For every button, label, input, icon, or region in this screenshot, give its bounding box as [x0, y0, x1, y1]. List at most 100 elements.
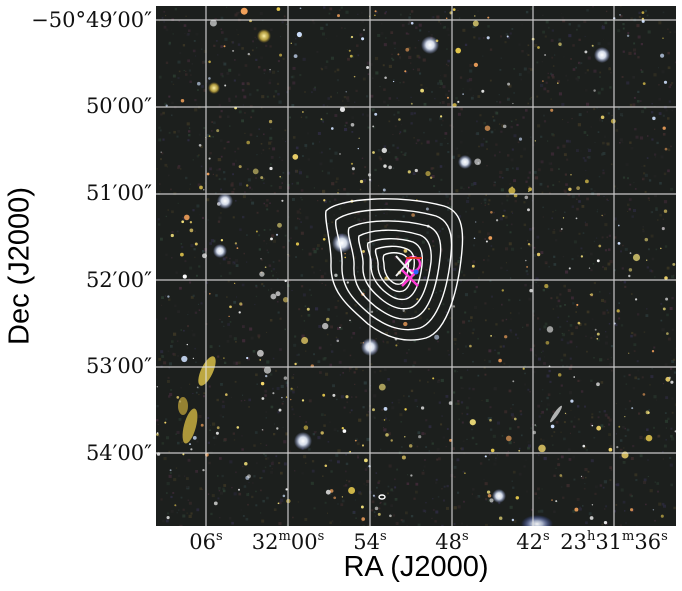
noise-pixel: [158, 75, 162, 79]
noise-pixel: [615, 403, 617, 405]
noise-pixel: [664, 419, 668, 423]
noise-pixel: [564, 173, 567, 176]
noise-pixel: [490, 245, 493, 247]
noise-pixel: [460, 140, 463, 144]
noise-pixel: [383, 88, 386, 91]
noise-pixel: [251, 49, 254, 52]
noise-pixel: [366, 437, 370, 442]
noise-pixel: [266, 496, 269, 500]
noise-pixel: [200, 165, 203, 168]
noise-pixel: [561, 486, 563, 488]
noise-pixel: [280, 176, 283, 180]
noise-pixel: [227, 280, 230, 283]
noise-pixel: [277, 60, 280, 63]
noise-pixel: [510, 120, 513, 123]
noise-pixel: [562, 365, 564, 368]
source-dot: [372, 494, 375, 497]
noise-pixel: [480, 143, 484, 147]
noise-pixel: [485, 399, 489, 402]
noise-pixel: [171, 81, 173, 83]
noise-pixel: [504, 215, 508, 219]
source-dot: [486, 36, 490, 40]
noise-pixel: [547, 403, 550, 407]
noise-pixel: [622, 27, 625, 30]
source-dot: [353, 75, 356, 78]
noise-pixel: [584, 223, 588, 227]
noise-pixel: [598, 118, 603, 122]
noise-pixel: [186, 122, 190, 126]
source-dot: [276, 7, 281, 11]
noise-pixel: [608, 234, 611, 237]
source-dot: [672, 262, 676, 266]
noise-pixel: [564, 211, 566, 214]
noise-pixel: [305, 216, 309, 220]
noise-pixel: [195, 55, 197, 57]
source-dot: [616, 445, 619, 449]
noise-pixel: [545, 20, 549, 24]
noise-pixel: [262, 499, 265, 503]
source-dot: [190, 448, 193, 451]
source-dot: [674, 430, 676, 433]
noise-pixel: [172, 352, 175, 356]
noise-pixel: [636, 24, 640, 28]
noise-pixel: [209, 345, 213, 349]
noise-pixel: [203, 89, 207, 92]
noise-pixel: [501, 319, 504, 322]
noise-pixel: [317, 244, 320, 247]
noise-pixel: [287, 450, 291, 454]
noise-pixel: [580, 247, 583, 250]
noise-pixel: [496, 101, 498, 103]
noise-pixel: [323, 234, 327, 238]
source-dot: [339, 326, 341, 329]
noise-pixel: [454, 343, 457, 345]
noise-pixel: [505, 210, 507, 212]
contour: [347, 220, 442, 320]
noise-pixel: [248, 398, 251, 402]
noise-pixel: [431, 175, 435, 178]
noise-pixel: [662, 218, 664, 220]
noise-pixel: [178, 509, 180, 511]
noise-pixel: [570, 58, 572, 60]
tick-text: 31: [595, 530, 623, 554]
noise-pixel: [279, 348, 282, 351]
noise-pixel: [186, 347, 189, 349]
noise-pixel: [669, 83, 672, 86]
noise-pixel: [551, 435, 553, 437]
source-dot: [301, 399, 305, 402]
noise-pixel: [228, 271, 232, 275]
source-dot: [245, 184, 249, 187]
source-dot: [405, 47, 410, 52]
noise-pixel: [302, 293, 306, 297]
source-dot: [339, 153, 341, 155]
noise-pixel: [298, 308, 301, 311]
noise-pixel: [351, 106, 355, 110]
noise-pixel: [417, 68, 420, 72]
noise-pixel: [458, 106, 461, 109]
noise-pixel: [415, 253, 418, 256]
noise-pixel: [456, 325, 458, 327]
noise-pixel: [397, 342, 399, 345]
noise-pixel: [604, 341, 608, 345]
yellow-star: [208, 82, 220, 94]
noise-pixel: [478, 37, 481, 40]
noise-pixel: [540, 135, 543, 138]
noise-pixel: [447, 65, 449, 67]
noise-pixel: [597, 338, 600, 342]
noise-pixel: [232, 173, 234, 176]
noise-pixel: [365, 208, 367, 210]
noise-pixel: [188, 127, 191, 129]
noise-pixel: [194, 347, 196, 350]
noise-pixel: [387, 485, 390, 488]
noise-pixel: [357, 13, 359, 15]
noise-pixel: [498, 502, 501, 505]
noise-pixel: [198, 415, 202, 418]
source-dot: [216, 426, 220, 430]
noise-pixel: [277, 70, 279, 73]
source-dot: [473, 237, 476, 240]
noise-pixel: [611, 370, 613, 372]
noise-pixel: [669, 31, 672, 34]
noise-pixel: [305, 116, 308, 119]
noise-pixel: [324, 66, 328, 69]
noise-pixel: [493, 119, 496, 122]
source-dot: [383, 407, 388, 411]
